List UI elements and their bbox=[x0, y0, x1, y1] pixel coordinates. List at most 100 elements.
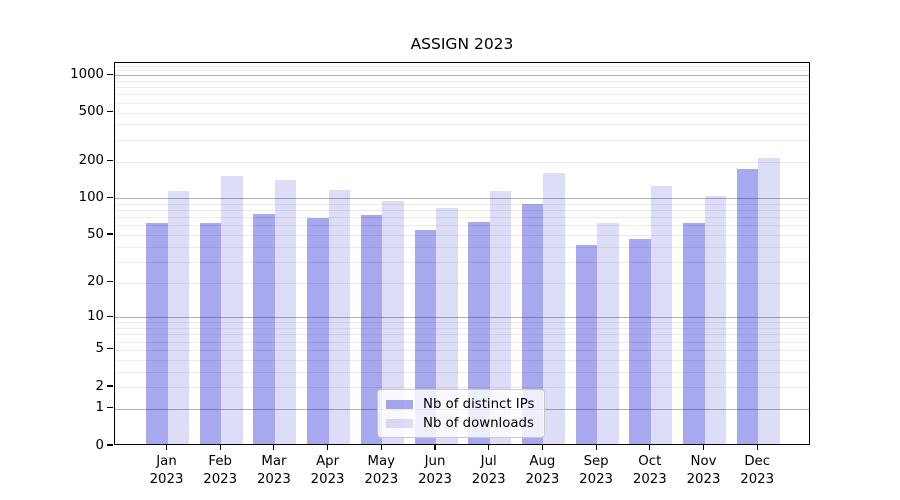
x-tick-mark bbox=[488, 445, 490, 450]
x-tick-label: May 2023 bbox=[364, 454, 399, 487]
bar-distinct-ips bbox=[629, 238, 651, 444]
y-tick-mark bbox=[107, 407, 113, 409]
minor-gridline bbox=[115, 349, 809, 351]
minor-gridline bbox=[115, 70, 809, 72]
legend-swatch-distinct-ips-icon bbox=[386, 399, 413, 409]
legend-label-distinct-ips: Nb of distinct IPs bbox=[423, 396, 535, 412]
minor-gridline bbox=[115, 235, 809, 237]
y-tick-label: 500 bbox=[78, 104, 104, 120]
bar-downloads bbox=[167, 191, 189, 444]
chart-title: ASSIGN 2023 bbox=[410, 35, 514, 53]
bar-downloads bbox=[221, 176, 243, 444]
legend-item-downloads: Nb of downloads bbox=[386, 416, 544, 431]
y-tick-mark bbox=[107, 444, 113, 446]
bar-distinct-ips bbox=[575, 244, 598, 444]
x-tick-label: Jul 2023 bbox=[471, 454, 506, 487]
x-tick-mark bbox=[756, 445, 758, 450]
y-tick-mark bbox=[107, 196, 113, 198]
x-tick-label: Jan 2023 bbox=[149, 454, 184, 487]
bar-distinct-ips bbox=[199, 222, 222, 444]
y-tick-label: 100 bbox=[78, 189, 104, 205]
x-tick-label: Sep 2023 bbox=[579, 454, 614, 487]
y-tick-label: 200 bbox=[78, 153, 104, 168]
y-tick-label: 1 bbox=[95, 400, 104, 416]
bar-downloads bbox=[328, 189, 351, 444]
x-tick-mark bbox=[434, 445, 436, 450]
legend: Nb of distinct IPs Nb of downloads bbox=[377, 389, 545, 438]
plot-area bbox=[114, 62, 810, 445]
major-gridline bbox=[115, 317, 809, 319]
y-tick-mark bbox=[107, 73, 113, 75]
minor-gridline bbox=[115, 225, 809, 227]
y-tick-label: 20 bbox=[87, 274, 104, 290]
bar-distinct-ips bbox=[146, 223, 168, 444]
minor-gridline bbox=[115, 387, 809, 389]
minor-gridline bbox=[115, 359, 809, 361]
x-tick-mark bbox=[702, 445, 705, 450]
x-tick-label: Feb 2023 bbox=[203, 454, 238, 487]
bar-distinct-ips bbox=[521, 203, 544, 444]
major-gridline bbox=[115, 198, 809, 200]
y-tick-label: 2 bbox=[95, 378, 104, 394]
minor-gridline bbox=[115, 204, 809, 206]
minor-gridline bbox=[115, 282, 809, 284]
y-tick-mark bbox=[107, 348, 113, 350]
minor-gridline bbox=[115, 81, 809, 83]
x-tick-mark bbox=[649, 445, 651, 450]
bar-distinct-ips bbox=[253, 213, 275, 444]
bar-downloads bbox=[597, 223, 619, 444]
minor-gridline bbox=[115, 217, 809, 219]
x-tick-label: Dec 2023 bbox=[740, 454, 775, 487]
y-tick-label: 10 bbox=[87, 308, 104, 324]
bar-downloads bbox=[758, 157, 780, 444]
minor-gridline bbox=[115, 261, 809, 263]
minor-gridline bbox=[115, 210, 809, 212]
x-tick-mark bbox=[380, 445, 382, 450]
x-tick-mark bbox=[219, 445, 221, 450]
legend-swatch-downloads-icon bbox=[386, 418, 413, 428]
bar-distinct-ips bbox=[736, 169, 759, 444]
bar-distinct-ips bbox=[360, 215, 383, 444]
minor-gridline bbox=[115, 328, 809, 330]
x-tick-mark bbox=[541, 445, 543, 450]
x-tick-mark bbox=[165, 445, 168, 450]
y-tick-mark bbox=[107, 281, 113, 283]
y-tick-mark bbox=[107, 315, 113, 317]
major-gridline bbox=[115, 75, 809, 77]
bar-downloads bbox=[489, 190, 512, 444]
bar-downloads bbox=[382, 201, 404, 444]
minor-gridline bbox=[115, 334, 809, 336]
y-tick-label: 5 bbox=[95, 341, 104, 357]
y-tick-label: 50 bbox=[87, 226, 104, 242]
minor-gridline bbox=[115, 102, 809, 104]
x-tick-label: Jun 2023 bbox=[418, 454, 452, 487]
y-tick-label: 0 bbox=[95, 437, 104, 453]
minor-gridline bbox=[115, 322, 809, 324]
x-tick-mark bbox=[327, 445, 329, 450]
y-tick-mark bbox=[107, 159, 113, 162]
bar-downloads bbox=[650, 186, 673, 444]
bar-downloads bbox=[704, 196, 726, 444]
x-tick-mark bbox=[273, 445, 275, 450]
y-tick-label: 1000 bbox=[70, 66, 104, 82]
x-tick-label: Oct 2023 bbox=[632, 454, 667, 487]
minor-gridline bbox=[115, 65, 809, 67]
bar-downloads bbox=[436, 207, 458, 444]
bar-distinct-ips bbox=[468, 221, 490, 444]
minor-gridline bbox=[115, 87, 809, 89]
minor-gridline bbox=[115, 139, 809, 141]
x-tick-label: Aug 2023 bbox=[525, 454, 560, 487]
minor-gridline bbox=[115, 341, 809, 343]
y-tick-mark bbox=[107, 110, 113, 113]
x-tick-label: Apr 2023 bbox=[310, 454, 345, 487]
minor-gridline bbox=[115, 124, 809, 126]
bar-downloads bbox=[543, 173, 565, 444]
x-tick-label: Nov 2023 bbox=[686, 454, 721, 487]
x-tick-label: Mar 2023 bbox=[256, 454, 291, 487]
bar-downloads bbox=[274, 180, 297, 444]
bar-distinct-ips bbox=[683, 223, 705, 444]
bar-distinct-ips bbox=[307, 218, 329, 444]
y-tick-mark bbox=[107, 233, 113, 235]
minor-gridline bbox=[115, 112, 809, 114]
